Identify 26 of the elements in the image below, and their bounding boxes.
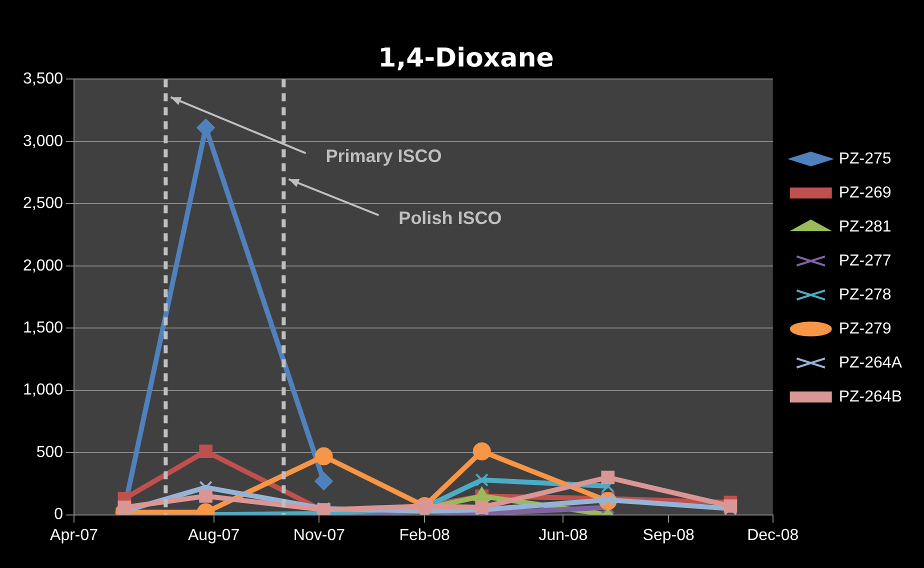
legend-label: PZ-264A	[838, 354, 902, 372]
legend-label: PZ-269	[838, 184, 892, 202]
ref-line-label: Primary ISCO	[326, 146, 442, 166]
legend-label: PZ-264B	[838, 388, 902, 406]
y-tick-label: 1,000	[22, 382, 64, 399]
y-tick-label: 1,500	[22, 320, 64, 337]
y-tick-label: 2,000	[22, 257, 64, 274]
x-tick-label: Apr-07	[50, 526, 98, 544]
legend-label: PZ-275	[838, 150, 892, 168]
legend-label: PZ-281	[838, 218, 892, 236]
x-tick-label: Jun-08	[538, 526, 588, 544]
legend-label: PZ-278	[838, 286, 892, 304]
chart-title: 1,4-Dioxane	[378, 43, 554, 74]
x-tick-label: Aug-07	[188, 526, 240, 544]
legend-label: PZ-277	[838, 252, 892, 270]
ref-line-label: Polish ISCO	[398, 208, 502, 228]
x-tick-label: Sep-08	[642, 526, 695, 544]
y-tick-label: 500	[36, 444, 64, 461]
y-tick-label: 0	[54, 506, 64, 524]
x-tick-label: Feb-08	[399, 526, 450, 544]
legend-label: PZ-279	[838, 320, 892, 338]
x-tick-label: Dec-08	[747, 526, 799, 544]
x-tick-label: Nov-07	[293, 526, 346, 544]
y-tick-label: 3,000	[22, 132, 64, 150]
y-tick-label: 2,500	[22, 195, 64, 212]
y-tick-label: 3,500	[22, 70, 64, 88]
